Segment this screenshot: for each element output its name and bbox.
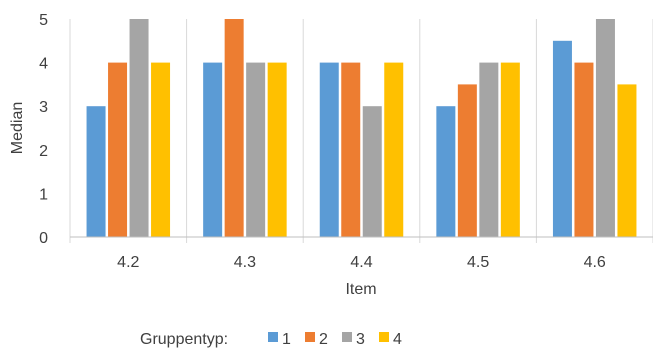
bar-series-4-item-4.5 bbox=[500, 62, 520, 237]
bar-series-1-item-4.3 bbox=[203, 62, 223, 237]
bars-layer bbox=[86, 19, 637, 238]
labels-layer: Median Item 0 1 2 3 4 5 4.2 4.3 4.4 4.5 4.6 bbox=[9, 12, 606, 298]
y-tick-label: 5 bbox=[39, 12, 48, 29]
bar-series-1-item-4.2 bbox=[86, 106, 106, 237]
bar-series-2-item-4.2 bbox=[108, 62, 128, 237]
legend-swatch bbox=[305, 332, 315, 342]
legend-swatch bbox=[268, 332, 278, 342]
legend: Gruppentyp: 1 2 3 4 bbox=[140, 331, 402, 348]
x-tick-label: 4.2 bbox=[117, 254, 139, 271]
y-tick-label: 3 bbox=[39, 99, 48, 116]
bar-series-4-item-4.4 bbox=[384, 62, 404, 237]
bar-series-2-item-4.5 bbox=[457, 84, 477, 238]
y-tick-label: 1 bbox=[39, 186, 48, 203]
y-tick-label: 4 bbox=[39, 56, 48, 73]
x-axis-label: Item bbox=[345, 281, 376, 298]
legend-swatch bbox=[379, 332, 389, 342]
bar-series-2-item-4.3 bbox=[224, 19, 244, 237]
y-tick-label: 0 bbox=[39, 230, 48, 247]
bar-series-3-item-4.6 bbox=[595, 19, 615, 237]
x-tick-label: 4.6 bbox=[584, 254, 606, 271]
x-tick-label: 4.3 bbox=[234, 254, 256, 271]
bar-series-4-item-4.3 bbox=[267, 62, 287, 237]
legend-label: 1 bbox=[282, 331, 291, 348]
y-tick-label: 2 bbox=[39, 143, 48, 160]
x-tick-label: 4.4 bbox=[350, 254, 372, 271]
legend-title: Gruppentyp: bbox=[140, 331, 228, 348]
legend-label: 3 bbox=[356, 331, 365, 348]
bar-series-3-item-4.2 bbox=[129, 19, 149, 237]
bar-series-1-item-4.4 bbox=[319, 62, 339, 237]
y-axis-label: Median bbox=[9, 102, 26, 154]
bar-series-4-item-4.2 bbox=[151, 62, 171, 237]
bar-series-3-item-4.3 bbox=[246, 62, 266, 237]
bar-series-2-item-4.4 bbox=[341, 62, 361, 237]
bar-series-1-item-4.5 bbox=[436, 106, 456, 237]
grid-layer bbox=[69, 19, 653, 243]
legend-label: 2 bbox=[319, 331, 328, 348]
legend-label: 4 bbox=[393, 331, 402, 348]
bar-series-3-item-4.4 bbox=[362, 106, 382, 237]
bar-series-2-item-4.6 bbox=[574, 62, 594, 237]
x-tick-label: 4.5 bbox=[467, 254, 489, 271]
bar-series-4-item-4.6 bbox=[617, 84, 637, 238]
legend-swatch bbox=[342, 332, 352, 342]
bar-series-3-item-4.5 bbox=[479, 62, 499, 237]
bar-series-1-item-4.6 bbox=[552, 40, 572, 237]
